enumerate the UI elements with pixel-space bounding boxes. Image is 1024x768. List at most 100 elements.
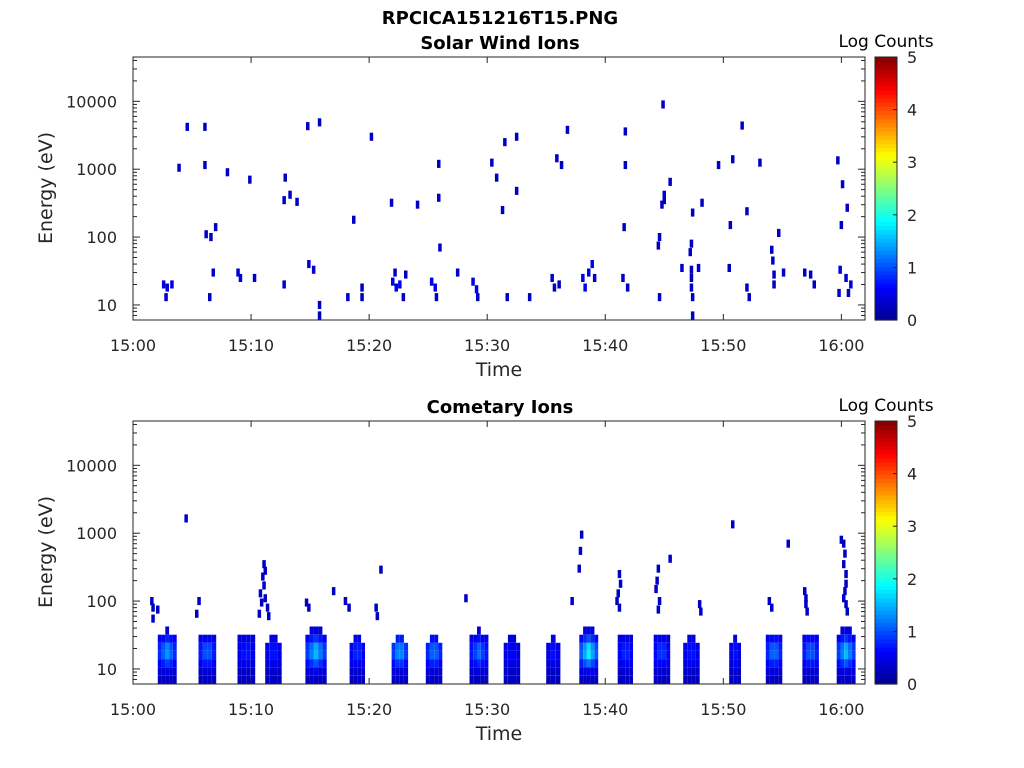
cometary-cell xyxy=(733,659,738,668)
cometary-cell xyxy=(322,667,327,676)
solar-wind-cell xyxy=(849,280,853,289)
cometary-cell xyxy=(840,659,845,668)
cometary-cell xyxy=(250,667,256,676)
cometary-cell xyxy=(687,651,692,660)
cometary-cell xyxy=(546,659,551,668)
solar-wind-cell xyxy=(772,280,776,289)
cometary-cell xyxy=(172,675,177,684)
cometary-cell xyxy=(802,659,807,668)
cometary-colorbar-band xyxy=(875,614,897,619)
solar-wind-colorbar-band xyxy=(875,200,897,206)
cometary-colorbar-band xyxy=(875,544,897,549)
cometary-cell xyxy=(313,651,319,660)
solar-wind-cell xyxy=(623,127,628,136)
cometary-cell xyxy=(241,659,247,668)
cometary-cell xyxy=(586,651,591,660)
cometary-colorbar-band xyxy=(875,462,897,467)
cometary-cell xyxy=(429,651,434,660)
cometary-cell xyxy=(656,605,661,614)
solar-wind-colorbar-band xyxy=(875,246,897,251)
cometary-cell xyxy=(305,642,310,651)
solar-wind-colorbar-band xyxy=(875,225,897,231)
solar-wind-colorbar-band xyxy=(875,299,897,305)
solar-wind-colorbar-band xyxy=(875,176,897,181)
cometary-cell xyxy=(473,651,478,660)
cometary-cell xyxy=(353,675,358,684)
cometary-cell xyxy=(653,651,658,660)
solar-wind-colorbar-band xyxy=(875,188,897,194)
cometary-cell xyxy=(578,546,583,555)
cometary-cell xyxy=(512,675,517,684)
solar-wind-cell xyxy=(592,273,597,282)
cometary-cell xyxy=(473,667,478,676)
solar-wind-cell xyxy=(716,161,721,170)
cometary-cell xyxy=(843,587,847,596)
cometary-cell xyxy=(469,642,474,651)
cometary-cell xyxy=(322,634,327,643)
solar-wind-cell xyxy=(557,280,561,289)
cometary-cell xyxy=(429,675,434,684)
solar-wind-cell xyxy=(225,168,230,177)
solar-wind-xlabel: Time xyxy=(475,359,523,381)
solar-wind-cell xyxy=(728,221,733,230)
cometary-cell xyxy=(695,675,700,684)
solar-wind-colorbar-band xyxy=(875,291,897,296)
cometary-cell xyxy=(391,659,396,668)
cometary-cell xyxy=(621,642,626,651)
cometary-cell xyxy=(157,642,162,651)
cometary-cell xyxy=(207,651,212,660)
cometary-cell xyxy=(814,659,819,668)
solar-wind-cell xyxy=(688,248,692,257)
cometary-cell xyxy=(469,634,474,643)
solar-wind-cell xyxy=(360,283,364,292)
cometary-cell xyxy=(198,659,203,668)
solar-wind-colorbar-band xyxy=(875,241,897,247)
cometary-colorbar-label: Log Counts xyxy=(838,396,933,416)
solar-wind-colorbar-band xyxy=(875,118,897,124)
cometary-cell xyxy=(241,642,247,651)
cometary-cell xyxy=(161,675,166,684)
solar-wind-cell xyxy=(360,293,364,302)
cometary-cell xyxy=(157,634,162,643)
cometary-cell xyxy=(804,600,808,609)
solar-wind-cell xyxy=(503,138,507,147)
cometary-cell xyxy=(309,667,314,676)
cometary-cell xyxy=(653,634,658,643)
cometary-cell xyxy=(169,667,173,676)
cometary-cell xyxy=(307,603,311,612)
cometary-colorbar-tick-label: 5 xyxy=(907,412,917,431)
cometary-cell xyxy=(404,659,409,668)
cometary-cell xyxy=(583,675,587,684)
cometary-cell xyxy=(469,651,474,660)
cometary-cell xyxy=(503,659,508,668)
solar-wind-colorbar-band xyxy=(875,307,897,313)
cometary-cell xyxy=(250,642,256,651)
cometary-cell xyxy=(161,659,166,668)
cometary-cell xyxy=(737,667,741,676)
cometary-cell xyxy=(198,667,203,676)
cometary-cell xyxy=(594,675,599,684)
solar-wind-colorbar-band xyxy=(875,114,897,120)
cometary-cell xyxy=(211,642,217,651)
cometary-cell xyxy=(353,667,358,676)
cometary-cell xyxy=(425,659,430,668)
solar-wind-cell xyxy=(844,273,848,282)
cometary-cell xyxy=(629,659,633,668)
cometary-cell xyxy=(695,642,700,651)
cometary-cell xyxy=(814,675,819,684)
solar-wind-colorbar-band xyxy=(875,110,897,116)
cometary-cell xyxy=(250,651,256,660)
cometary-cell xyxy=(737,651,741,660)
solar-wind-xtick-label: 15:50 xyxy=(700,336,746,355)
cometary-cell xyxy=(583,667,587,676)
solar-wind-cell xyxy=(625,283,630,292)
cometary-cell xyxy=(309,634,314,643)
solar-wind-colorbar-tick-label: 0 xyxy=(907,311,917,330)
cometary-heatmap-cells xyxy=(150,514,856,684)
cometary-cell xyxy=(507,651,512,660)
cometary-cell xyxy=(375,612,380,621)
cometary-colorbar-band xyxy=(875,421,897,426)
cometary-cell xyxy=(207,634,212,643)
solar-wind-cell xyxy=(731,155,735,164)
